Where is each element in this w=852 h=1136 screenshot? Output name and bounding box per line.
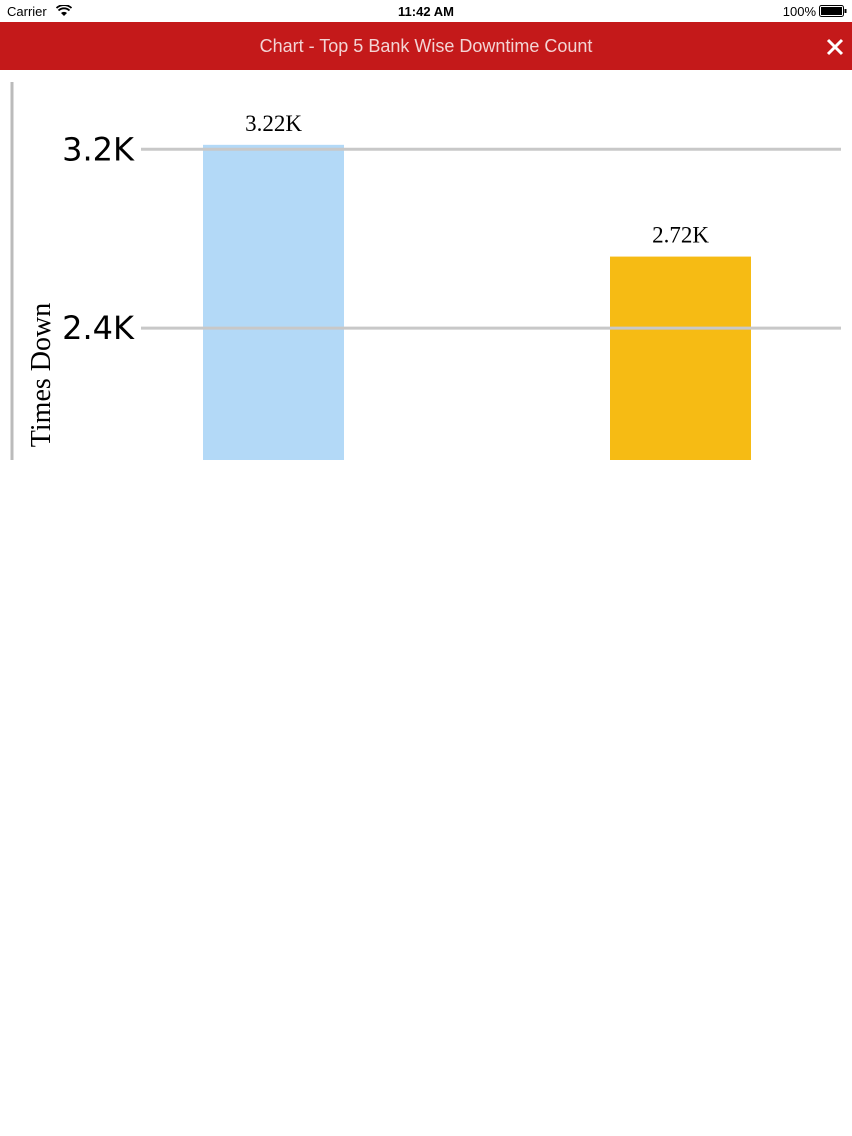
battery-level: 100% [782, 4, 816, 19]
status-bar: Carrier 11:42 AM 100% [0, 0, 852, 22]
wifi-icon [56, 5, 72, 16]
y-axis-label: Times Down [26, 303, 57, 447]
data-label: 3.22K [245, 111, 302, 136]
bar [203, 144, 344, 460]
close-button[interactable] [826, 38, 844, 56]
y-tick-label: 2.4K [62, 309, 135, 347]
bar [610, 256, 751, 460]
data-label: 2.72K [652, 223, 709, 248]
y-tick-label: 3.2K [62, 130, 135, 168]
clock: 11:42 AM [398, 4, 454, 19]
chart: Times Down 2.4K 3.2K 3.22K 2.72K [10, 82, 841, 460]
carrier: Carrier [7, 4, 47, 19]
battery-icon [819, 5, 847, 17]
nav-bar: Chart - Top 5 Bank Wise Downtime Count [0, 22, 852, 70]
nav-title: Chart - Top 5 Bank Wise Downtime Count [259, 36, 593, 56]
